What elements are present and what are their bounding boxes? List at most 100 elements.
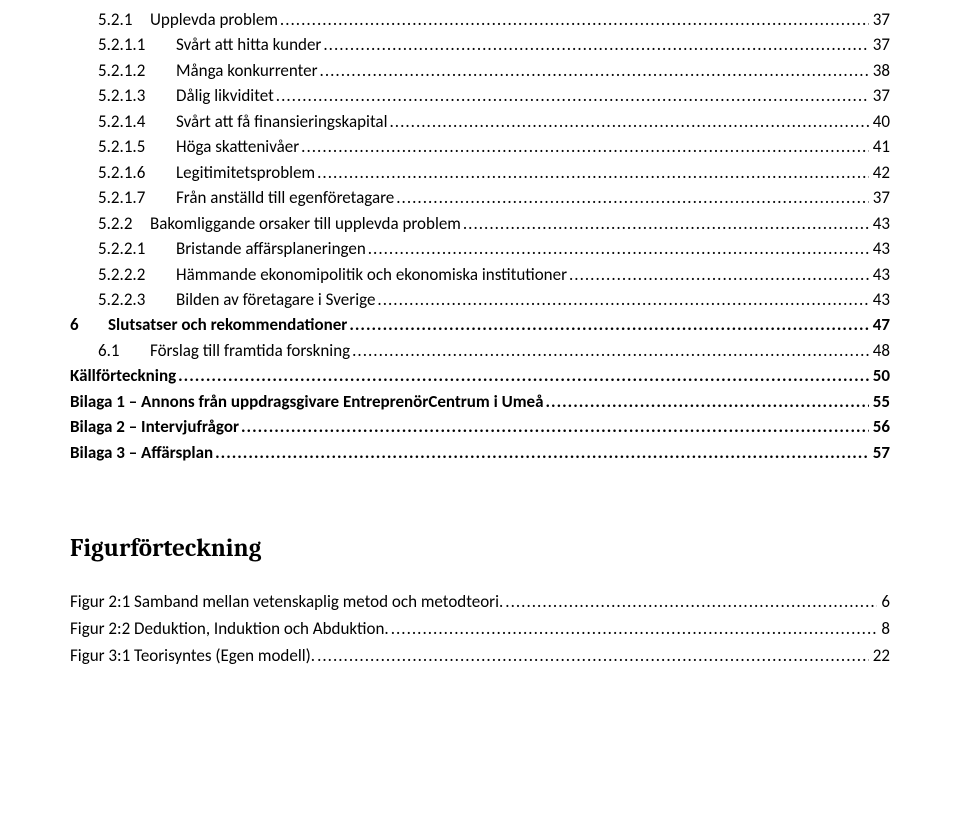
toc-entry: 5.2.1.7Från anställd till egenföretagare…: [70, 186, 890, 209]
toc-leader-dots: [213, 441, 869, 464]
toc-leader-dots: [274, 84, 869, 107]
toc-number: 6.1: [98, 339, 150, 362]
toc-page: 37: [869, 33, 890, 56]
toc-page: 48: [869, 339, 890, 362]
toc-page: 50: [869, 364, 890, 387]
toc-number: 5.2.1.4: [98, 110, 176, 133]
toc-entry: 5.2.1.3Dålig likviditet 37: [70, 84, 890, 107]
toc-label: Från anställd till egenföretagare: [176, 186, 394, 209]
figure-entry: Figur 2:1 Samband mellan vetenskaplig me…: [70, 589, 890, 614]
toc-page: 37: [869, 84, 890, 107]
toc-label: Höga skattenivåer: [176, 135, 299, 158]
toc-label: Förslag till framtida forskning: [150, 339, 350, 362]
toc-entry: 6Slutsatser och rekommendationer 47: [70, 313, 890, 336]
toc-leader-dots: [318, 59, 869, 82]
toc-entry: 5.2.2.2Hämmande ekonomipolitik och ekono…: [70, 263, 890, 286]
toc-page: 43: [869, 237, 890, 260]
toc-label: Svårt att hitta kunder: [176, 33, 321, 56]
toc-leader-dots: [394, 186, 869, 209]
toc-leader-dots: [375, 288, 868, 311]
toc-leader-dots: [239, 415, 869, 438]
figure-list: Figur 2:1 Samband mellan vetenskaplig me…: [70, 589, 890, 668]
toc-number: 5.2.1.3: [98, 84, 176, 107]
toc-number: 5.2.1.7: [98, 186, 176, 209]
toc-label: Bilaga 2 – Intervjufrågor: [70, 415, 239, 438]
toc-leader-dots: [315, 161, 869, 184]
toc-number: 5.2.1.1: [98, 33, 176, 56]
toc-number: 5.2.2: [98, 212, 150, 235]
toc-entry: Källförteckning 50: [70, 364, 890, 387]
figure-label: Figur 2:2 Deduktion, Induktion och Abduk…: [70, 616, 389, 641]
figure-page: 6: [877, 589, 890, 614]
toc-leader-dots: [347, 313, 868, 336]
toc-page: 43: [869, 263, 890, 286]
toc-page: 42: [869, 161, 890, 184]
toc-leader-dots: [299, 135, 869, 158]
toc-number: 5.2.2.1: [98, 237, 176, 260]
figure-list-title: Figurförteckning: [70, 534, 890, 563]
toc-label: Många konkurrenter: [176, 59, 318, 82]
figure-label: Figur 3:1 Teorisyntes (Egen modell).: [70, 643, 315, 668]
toc-label: Upplevda problem: [150, 8, 278, 31]
figure-leader-dots: [503, 589, 877, 614]
toc-page: 37: [869, 8, 890, 31]
toc-label: Bilaga 3 – Affärsplan: [70, 441, 213, 464]
toc-entry: 5.2.1.5Höga skattenivåer 41: [70, 135, 890, 158]
figure-page: 22: [869, 643, 890, 668]
figure-entry: Figur 2:2 Deduktion, Induktion och Abduk…: [70, 616, 890, 641]
toc-entry: Bilaga 2 – Intervjufrågor 56: [70, 415, 890, 438]
toc-leader-dots: [461, 212, 869, 235]
toc-entry: 5.2.1.6Legitimitetsproblem 42: [70, 161, 890, 184]
figure-page: 8: [877, 616, 890, 641]
figure-entry: Figur 3:1 Teorisyntes (Egen modell). 22: [70, 643, 890, 668]
toc-entry: 5.2.1Upplevda problem37: [70, 8, 890, 31]
toc-number: 5.2.2.2: [98, 263, 176, 286]
toc-label: Dålig likviditet: [176, 84, 274, 107]
toc-label: Svårt att få finansieringskapital: [176, 110, 387, 133]
toc-entry: Bilaga 1 – Annons från uppdragsgivare En…: [70, 390, 890, 413]
toc-leader-dots: [321, 33, 868, 56]
figure-label: Figur 2:1 Samband mellan vetenskaplig me…: [70, 589, 503, 614]
toc-page: 43: [869, 288, 890, 311]
toc-page: 57: [869, 441, 890, 464]
toc-label: Bilaga 1 – Annons från uppdragsgivare En…: [70, 390, 544, 413]
toc-entry: 5.2.1.1Svårt att hitta kunder 37: [70, 33, 890, 56]
toc-number: 5.2.1.6: [98, 161, 176, 184]
toc-page: 40: [869, 110, 890, 133]
toc-label: Källförteckning: [70, 364, 176, 387]
toc-entry: 6.1Förslag till framtida forskning 48: [70, 339, 890, 362]
toc-label: Legitimitetsproblem: [176, 161, 315, 184]
toc-entry: 5.2.2.1Bristande affärsplaneringen 43: [70, 237, 890, 260]
toc-entry: 5.2.2Bakomliggande orsaker till upplevda…: [70, 212, 890, 235]
toc-entry: Bilaga 3 – Affärsplan 57: [70, 441, 890, 464]
toc-entry: 5.2.1.4Svårt att få finansieringskapital…: [70, 110, 890, 133]
toc-number: 5.2.1.2: [98, 59, 176, 82]
toc-leader-dots: [387, 110, 868, 133]
toc-label: Hämmande ekonomipolitik och ekonomiska i…: [176, 263, 567, 286]
toc-leader-dots: [278, 8, 869, 31]
toc-number: 5.2.1.5: [98, 135, 176, 158]
toc-label: Bilden av företagare i Sverige: [176, 288, 375, 311]
toc-page: 41: [869, 135, 890, 158]
toc-leader-dots: [567, 263, 869, 286]
toc-page: 43: [869, 212, 890, 235]
toc-leader-dots: [544, 390, 869, 413]
toc-leader-dots: [176, 364, 869, 387]
table-of-contents: 5.2.1Upplevda problem375.2.1.1Svårt att …: [70, 8, 890, 464]
toc-entry: 5.2.2.3Bilden av företagare i Sverige 43: [70, 288, 890, 311]
toc-page: 56: [869, 415, 890, 438]
toc-page: 38: [869, 59, 890, 82]
toc-label: Bakomliggande orsaker till upplevda prob…: [150, 212, 461, 235]
toc-number: 6: [70, 313, 108, 336]
toc-entry: 5.2.1.2Många konkurrenter 38: [70, 59, 890, 82]
toc-page: 37: [869, 186, 890, 209]
toc-number: 5.2.2.3: [98, 288, 176, 311]
toc-page: 55: [869, 390, 890, 413]
toc-leader-dots: [350, 339, 869, 362]
figure-leader-dots: [389, 616, 878, 641]
toc-leader-dots: [366, 237, 869, 260]
figure-leader-dots: [315, 643, 869, 668]
toc-page: 47: [869, 313, 890, 336]
toc-label: Bristande affärsplaneringen: [176, 237, 366, 260]
toc-label: Slutsatser och rekommendationer: [108, 313, 347, 336]
